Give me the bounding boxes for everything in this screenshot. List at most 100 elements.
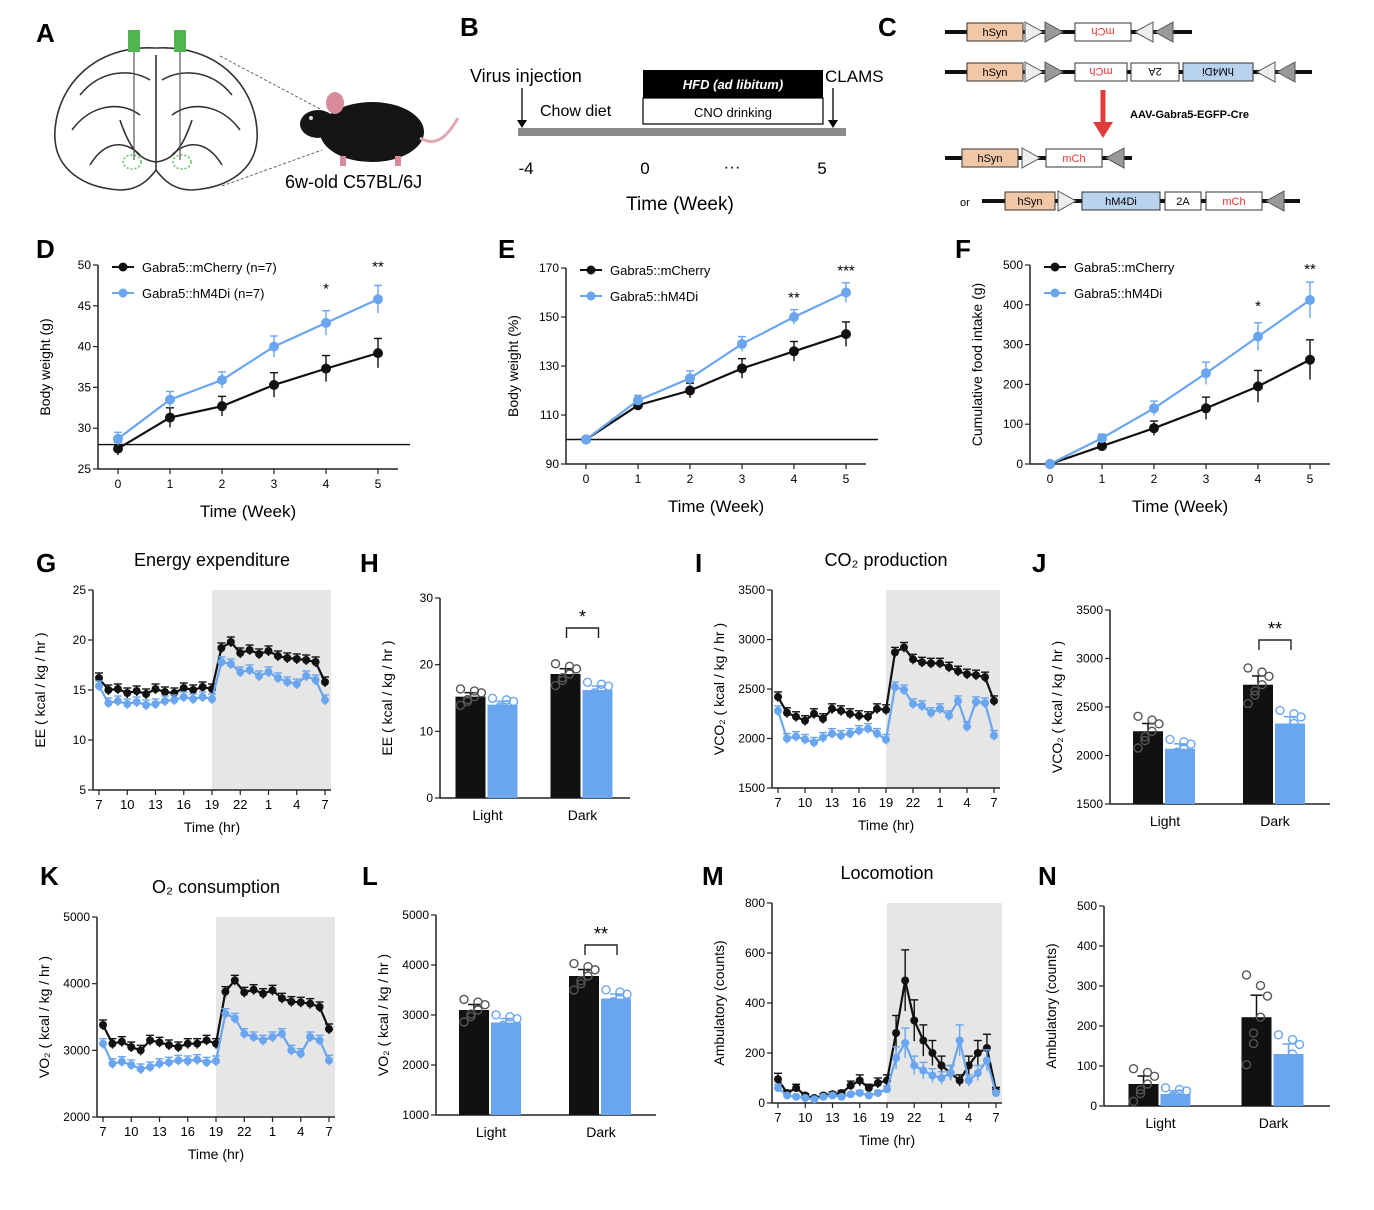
legend-marker xyxy=(118,288,128,298)
y-axis-label: Ambulatory (counts) xyxy=(711,940,727,1065)
data-point xyxy=(315,1036,324,1045)
data-point xyxy=(837,706,845,715)
x-tick-label: 0 xyxy=(583,472,590,486)
data-point xyxy=(1097,441,1107,452)
y-axis-label: EE ( kcal / kg / hr ) xyxy=(379,640,395,755)
chart-panel-i: I 1500 2000 2500 3000 3500 VCO₂ ( kcal / kg / … xyxy=(695,548,1000,833)
panel-letter: J xyxy=(1032,548,1046,578)
x-tick-label: 3 xyxy=(739,472,746,486)
legend-label: Gabra5::hM4Di xyxy=(1074,286,1162,301)
data-point xyxy=(783,708,791,717)
y-tick-label: 3000 xyxy=(738,633,765,647)
data-point xyxy=(774,1075,782,1084)
data-point xyxy=(685,385,695,396)
x-tick-label: 0 xyxy=(1047,472,1054,486)
data-point xyxy=(193,1039,202,1048)
individual-point xyxy=(1128,1063,1139,1074)
data-point xyxy=(269,341,279,352)
data-point xyxy=(927,659,935,668)
y-axis-label: EE ( kcal / kg / hr ) xyxy=(32,632,48,747)
individual-point xyxy=(1255,1012,1266,1022)
series-line xyxy=(117,298,379,440)
x-tick-label: 7 xyxy=(990,795,997,810)
data-point xyxy=(193,1055,202,1064)
individual-point xyxy=(1140,735,1150,746)
data-point xyxy=(901,976,910,985)
individual-point xyxy=(1250,690,1260,700)
data-point xyxy=(837,1092,846,1101)
individual-point xyxy=(1262,991,1273,1001)
data-point xyxy=(104,686,113,694)
data-point xyxy=(1097,433,1107,444)
y-tick-label: 800 xyxy=(745,896,765,910)
individual-point xyxy=(473,997,483,1007)
x-axis-label: Time (hr) xyxy=(184,819,240,835)
individual-point xyxy=(459,1017,469,1027)
mouse-icon xyxy=(300,92,460,166)
individual-point xyxy=(1273,1070,1284,1081)
data-point xyxy=(918,701,926,710)
significance-marker: * xyxy=(1255,298,1261,315)
x-tick-label: 4 xyxy=(963,795,970,810)
data-point xyxy=(99,1039,107,1048)
x-tick-label: 10 xyxy=(124,1124,138,1139)
data-point xyxy=(151,700,160,708)
x-tick-label: 3 xyxy=(271,477,278,491)
y-tick-label: 10 xyxy=(420,724,434,738)
x-tick-label: 1 xyxy=(635,472,642,486)
data-point xyxy=(113,433,123,444)
y-tick-label: 50 xyxy=(78,258,92,272)
data-point xyxy=(910,1061,919,1070)
data-point xyxy=(198,683,207,691)
individual-point xyxy=(1275,705,1285,716)
y-tick-label: 100 xyxy=(1077,1059,1097,1073)
data-point xyxy=(302,672,311,680)
x-tick-label: 19 xyxy=(879,795,893,810)
data-point xyxy=(123,700,132,708)
y-tick-label: 1500 xyxy=(1076,797,1103,811)
panel-c: C hSyn mCh hSyn mCh 2A hM4Di AAV-Gabra5-… xyxy=(878,12,1312,212)
chart-panel-f: F 0 100 200 300 400 500 Cumulative food intake … xyxy=(955,234,1330,516)
significance-marker: ** xyxy=(594,924,608,944)
data-point xyxy=(685,373,695,384)
individual-point xyxy=(576,979,586,989)
timeline-tick: -4 xyxy=(518,159,533,178)
arrow-label: AAV-Gabra5-EGFP-Cre xyxy=(1130,109,1249,121)
data-point xyxy=(179,684,188,692)
series-line xyxy=(585,291,847,441)
x-tick-label: 4 xyxy=(791,472,798,486)
y-axis-label: Body weight (g) xyxy=(37,318,53,415)
data-point xyxy=(955,1036,964,1045)
chow-label: Chow diet xyxy=(540,103,612,120)
panel-a: A xyxy=(36,18,460,192)
data-point xyxy=(841,329,851,340)
individual-point xyxy=(1248,1038,1259,1049)
x-tick-label: 16 xyxy=(852,795,866,810)
data-point xyxy=(155,1038,164,1047)
data-point xyxy=(165,394,175,405)
data-point xyxy=(990,731,998,740)
significance-marker: *** xyxy=(837,262,855,279)
data-point xyxy=(972,671,980,680)
legend-label: Gabra5::hM4Di (n=7) xyxy=(142,286,264,301)
data-point xyxy=(846,1081,855,1090)
y-tick-label: 25 xyxy=(78,462,92,476)
y-axis-label: VCO₂ ( kcal / kg / hr ) xyxy=(1049,641,1065,773)
data-point xyxy=(306,999,315,1008)
bar xyxy=(491,1022,521,1115)
individual-point xyxy=(1243,698,1253,709)
data-point xyxy=(321,696,329,704)
significance-bracket xyxy=(1258,639,1292,650)
x-tick-label: 13 xyxy=(152,1124,166,1139)
data-point xyxy=(909,699,917,708)
y-tick-label: 30 xyxy=(78,421,92,435)
data-point xyxy=(189,686,198,694)
bar xyxy=(550,674,581,798)
data-point xyxy=(928,1071,937,1080)
y-tick-label: 25 xyxy=(73,583,87,597)
individual-point xyxy=(1294,1039,1305,1050)
x-tick-label: 10 xyxy=(798,1110,812,1125)
series-line xyxy=(1049,299,1311,465)
legend-marker xyxy=(586,291,596,301)
